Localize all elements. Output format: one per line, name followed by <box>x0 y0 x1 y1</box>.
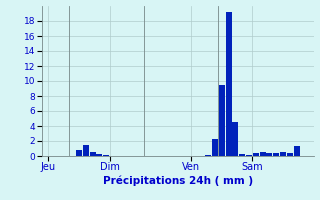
Bar <box>287 153 293 156</box>
Bar <box>76 150 82 156</box>
Bar <box>212 139 218 156</box>
Bar <box>246 154 252 156</box>
Bar <box>96 154 102 156</box>
Bar <box>90 152 96 156</box>
Bar <box>205 155 211 156</box>
Bar <box>253 153 259 156</box>
Bar <box>273 153 279 156</box>
Bar <box>260 152 266 156</box>
Bar <box>239 154 245 156</box>
Bar <box>103 154 109 156</box>
X-axis label: Précipitations 24h ( mm ): Précipitations 24h ( mm ) <box>102 175 253 186</box>
Bar <box>219 85 225 156</box>
Bar <box>280 152 286 156</box>
Bar <box>293 146 300 156</box>
Bar <box>83 145 89 156</box>
Bar <box>232 122 238 156</box>
Bar <box>226 12 232 156</box>
Bar <box>266 153 272 156</box>
